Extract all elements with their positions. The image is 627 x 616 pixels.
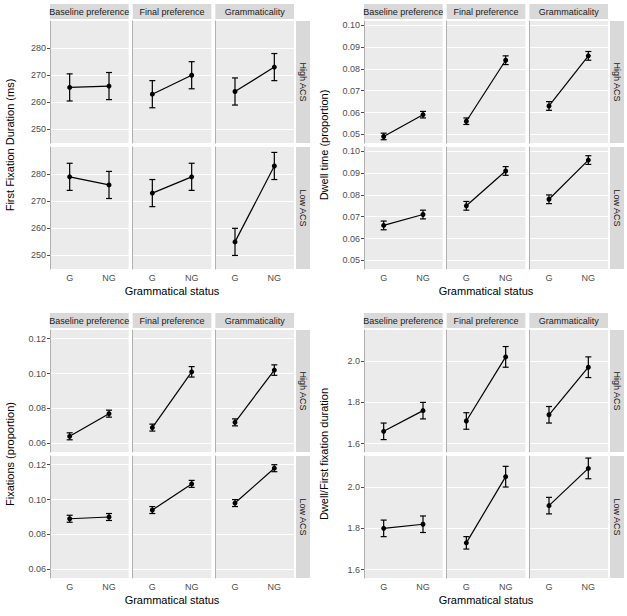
svg-text:NG: NG [185, 273, 199, 283]
svg-text:Fixations (proportion): Fixations (proportion) [4, 402, 16, 506]
svg-text:280: 280 [31, 43, 46, 53]
svg-text:1.6: 1.6 [347, 439, 360, 449]
svg-text:G: G [463, 273, 470, 283]
svg-text:1.8: 1.8 [347, 397, 360, 407]
svg-text:G: G [380, 582, 387, 592]
svg-text:0.06: 0.06 [28, 438, 46, 448]
svg-text:Grammatical status: Grammatical status [439, 594, 534, 606]
svg-text:250: 250 [31, 124, 46, 134]
svg-text:First Fixation Duration (ms): First Fixation Duration (ms) [4, 79, 16, 212]
svg-text:Dwell/First fixation duration: Dwell/First fixation duration [318, 388, 330, 520]
svg-text:G: G [545, 273, 552, 283]
svg-text:NG: NG [416, 273, 430, 283]
svg-text:Low ACS: Low ACS [298, 189, 308, 226]
svg-text:0.10: 0.10 [342, 20, 360, 30]
svg-text:280: 280 [31, 169, 46, 179]
svg-text:NG: NG [499, 273, 513, 283]
svg-text:260: 260 [31, 97, 46, 107]
svg-text:G: G [149, 582, 156, 592]
svg-text:Low ACS: Low ACS [298, 498, 308, 535]
svg-text:0.08: 0.08 [342, 190, 360, 200]
svg-text:High ACS: High ACS [298, 62, 308, 101]
svg-text:Grammaticality: Grammaticality [539, 316, 600, 326]
svg-text:0.06: 0.06 [342, 108, 360, 118]
svg-text:Low ACS: Low ACS [612, 189, 622, 226]
svg-text:260: 260 [31, 223, 46, 233]
svg-text:G: G [149, 273, 156, 283]
svg-text:2.0: 2.0 [347, 482, 360, 492]
svg-text:0.06: 0.06 [28, 564, 46, 574]
svg-text:Final preference: Final preference [139, 316, 204, 326]
svg-text:0.08: 0.08 [342, 64, 360, 74]
svg-text:Grammaticality: Grammaticality [539, 7, 600, 17]
svg-text:0.12: 0.12 [28, 460, 46, 470]
svg-text:0.05: 0.05 [342, 129, 360, 139]
svg-text:2.0: 2.0 [347, 356, 360, 366]
svg-text:Low ACS: Low ACS [612, 498, 622, 535]
svg-text:NG: NG [268, 273, 282, 283]
svg-text:NG: NG [582, 273, 596, 283]
svg-text:0.12: 0.12 [28, 334, 46, 344]
svg-text:Grammatical status: Grammatical status [439, 285, 534, 297]
svg-text:G: G [380, 273, 387, 283]
svg-text:G: G [231, 273, 238, 283]
svg-text:NG: NG [416, 582, 430, 592]
svg-text:Grammatical status: Grammatical status [125, 285, 220, 297]
svg-text:0.08: 0.08 [28, 529, 46, 539]
svg-text:NG: NG [268, 582, 282, 592]
svg-text:0.09: 0.09 [342, 168, 360, 178]
svg-text:Grammaticality: Grammaticality [225, 7, 286, 17]
svg-text:0.07: 0.07 [342, 212, 360, 222]
svg-text:G: G [66, 273, 73, 283]
svg-text:High ACS: High ACS [298, 371, 308, 410]
svg-text:Dwell time (proportion): Dwell time (proportion) [318, 90, 330, 201]
svg-text:0.07: 0.07 [342, 86, 360, 96]
svg-text:Final preference: Final preference [453, 316, 518, 326]
svg-text:Baseline preference: Baseline preference [363, 7, 443, 17]
svg-text:0.10: 0.10 [342, 146, 360, 156]
svg-text:1.6: 1.6 [347, 565, 360, 575]
svg-text:NG: NG [102, 582, 116, 592]
svg-text:270: 270 [31, 70, 46, 80]
svg-text:0.05: 0.05 [342, 255, 360, 265]
svg-text:High ACS: High ACS [612, 62, 622, 101]
svg-text:High ACS: High ACS [612, 371, 622, 410]
svg-text:Grammatical status: Grammatical status [125, 594, 220, 606]
svg-text:Baseline preference: Baseline preference [49, 7, 129, 17]
svg-text:270: 270 [31, 196, 46, 206]
svg-text:0.08: 0.08 [28, 403, 46, 413]
svg-text:0.10: 0.10 [28, 495, 46, 505]
svg-text:1.8: 1.8 [347, 523, 360, 533]
svg-text:NG: NG [102, 273, 116, 283]
svg-text:Grammaticality: Grammaticality [225, 316, 286, 326]
svg-text:G: G [66, 582, 73, 592]
svg-text:0.10: 0.10 [28, 369, 46, 379]
svg-text:NG: NG [582, 582, 596, 592]
svg-text:0.06: 0.06 [342, 234, 360, 244]
svg-text:NG: NG [499, 582, 513, 592]
svg-text:G: G [231, 582, 238, 592]
svg-text:Final preference: Final preference [139, 7, 204, 17]
svg-text:G: G [463, 582, 470, 592]
svg-text:250: 250 [31, 250, 46, 260]
svg-text:Final preference: Final preference [453, 7, 518, 17]
svg-text:Baseline preference: Baseline preference [363, 316, 443, 326]
svg-text:G: G [545, 582, 552, 592]
svg-text:NG: NG [185, 582, 199, 592]
svg-text:0.09: 0.09 [342, 42, 360, 52]
svg-text:Baseline preference: Baseline preference [49, 316, 129, 326]
